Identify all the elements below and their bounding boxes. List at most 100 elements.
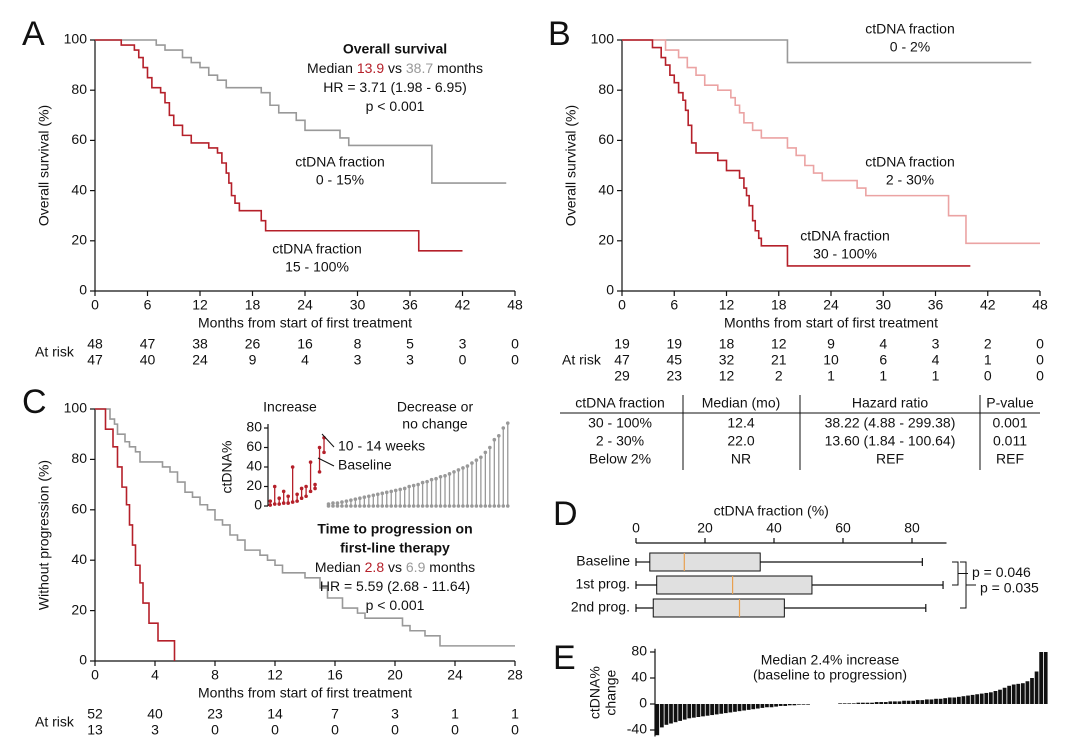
p-value: p = 0.035 (980, 580, 1039, 596)
bar (861, 702, 865, 704)
at-risk-count: 48 (87, 336, 103, 352)
x-axis-label: Months from start of first treatment (724, 315, 938, 331)
followup-dot (402, 504, 407, 508)
bar (838, 703, 842, 704)
bar (765, 704, 769, 708)
annotation: HR = 3.71 (1.98 - 6.95) (323, 79, 467, 95)
at-risk-count: 5 (406, 336, 414, 352)
bar (714, 704, 719, 715)
bar (664, 704, 669, 725)
row-label: Baseline (576, 553, 630, 569)
at-risk-count: 0 (984, 368, 992, 384)
bar (678, 704, 682, 721)
at-risk-count: 0 (511, 722, 519, 738)
bar (687, 704, 692, 719)
bracket (960, 561, 967, 609)
followup-dot (420, 504, 425, 508)
bar (719, 704, 724, 714)
bar (774, 704, 778, 707)
baseline-dot (483, 450, 488, 455)
bar (929, 699, 934, 704)
y-tick-label: 0 (606, 282, 614, 298)
survival-curve (95, 39, 463, 252)
y-tick-label: 0 (254, 497, 262, 513)
baseline-dot (398, 487, 403, 492)
at-risk-count: 19 (614, 336, 630, 352)
x-tick-label: 80 (904, 520, 920, 536)
bar (801, 704, 806, 705)
panel-letter: D (553, 495, 578, 533)
row-label: 2nd prog. (571, 599, 630, 615)
at-risk-count: 12 (719, 368, 735, 384)
baseline-dot (447, 472, 452, 476)
at-risk-count: 47 (614, 352, 630, 368)
table-cell: REF (996, 451, 1024, 467)
inset-annotation: 10 - 14 weeks (338, 438, 425, 454)
followup-dot (461, 504, 465, 508)
followup-dot (349, 504, 353, 508)
baseline-dot (304, 494, 308, 499)
bar (902, 700, 906, 704)
x-tick-label: 20 (387, 667, 403, 683)
bar (1034, 671, 1039, 704)
y-tick-label: 60 (71, 501, 87, 517)
bar (1039, 652, 1044, 704)
at-risk-count: 45 (666, 352, 682, 368)
bar (691, 704, 696, 718)
baseline-dot (362, 495, 367, 500)
bar (870, 702, 874, 704)
at-risk-label: At risk (35, 714, 75, 730)
survival-curve (95, 39, 507, 184)
followup-dot (416, 504, 420, 508)
bar (911, 700, 916, 704)
annotation-segment: vs (384, 559, 406, 575)
at-risk-count: 16 (297, 336, 313, 352)
x-tick-label: 40 (766, 520, 782, 536)
at-risk-count: 3 (151, 722, 159, 738)
at-risk-count: 3 (354, 352, 362, 368)
y-tick-label: 60 (71, 131, 87, 147)
y-tick-label: 20 (598, 232, 614, 248)
baseline-dot (452, 470, 456, 474)
at-risk-count: 10 (823, 352, 839, 368)
baseline-dot (358, 496, 362, 501)
bar (979, 693, 984, 704)
baseline-dot (335, 501, 340, 505)
baseline-dot (299, 496, 304, 501)
series-label: 0 - 15% (316, 172, 364, 188)
bar (806, 704, 810, 705)
bar (856, 702, 861, 704)
series-label: 15 - 100% (285, 259, 349, 275)
annotation-segment: Median (315, 559, 365, 575)
x-tick-label: 12 (719, 297, 735, 313)
at-risk-count: 1 (511, 706, 519, 722)
series-label: ctDNA fraction (295, 154, 384, 170)
x-tick-label: 48 (1032, 297, 1048, 313)
at-risk-count: 1 (932, 368, 940, 384)
x-tick-label: 0 (91, 297, 99, 313)
at-risk-count: 4 (932, 352, 940, 368)
followup-dot (496, 504, 501, 508)
table-cell: 0.001 (992, 415, 1027, 431)
x-tick-label: 60 (835, 520, 851, 536)
bar (998, 689, 1002, 704)
baseline-dot (331, 501, 335, 505)
y-tick-label: 100 (64, 31, 88, 47)
at-risk-count: 32 (719, 352, 735, 368)
followup-dot (407, 504, 411, 508)
baseline-dot (380, 491, 385, 496)
followup-dot (393, 504, 398, 508)
bar (865, 702, 870, 704)
x-tick-label: 28 (507, 667, 523, 683)
baseline-dot (425, 479, 429, 484)
followup-dot (505, 504, 510, 508)
baseline-dot (492, 437, 497, 442)
annotation-title: Time to progression on (317, 521, 472, 537)
annotation-segment: p < 0.001 (366, 98, 425, 114)
annotation-segment: HR = 5.59 (2.68 - 11.64) (320, 578, 470, 594)
followup-dot (331, 504, 335, 508)
baseline-dot (461, 466, 465, 470)
annotation: p < 0.001 (366, 98, 425, 114)
y-tick-label: 80 (246, 419, 262, 435)
y-tick-label: -40 (627, 721, 647, 737)
